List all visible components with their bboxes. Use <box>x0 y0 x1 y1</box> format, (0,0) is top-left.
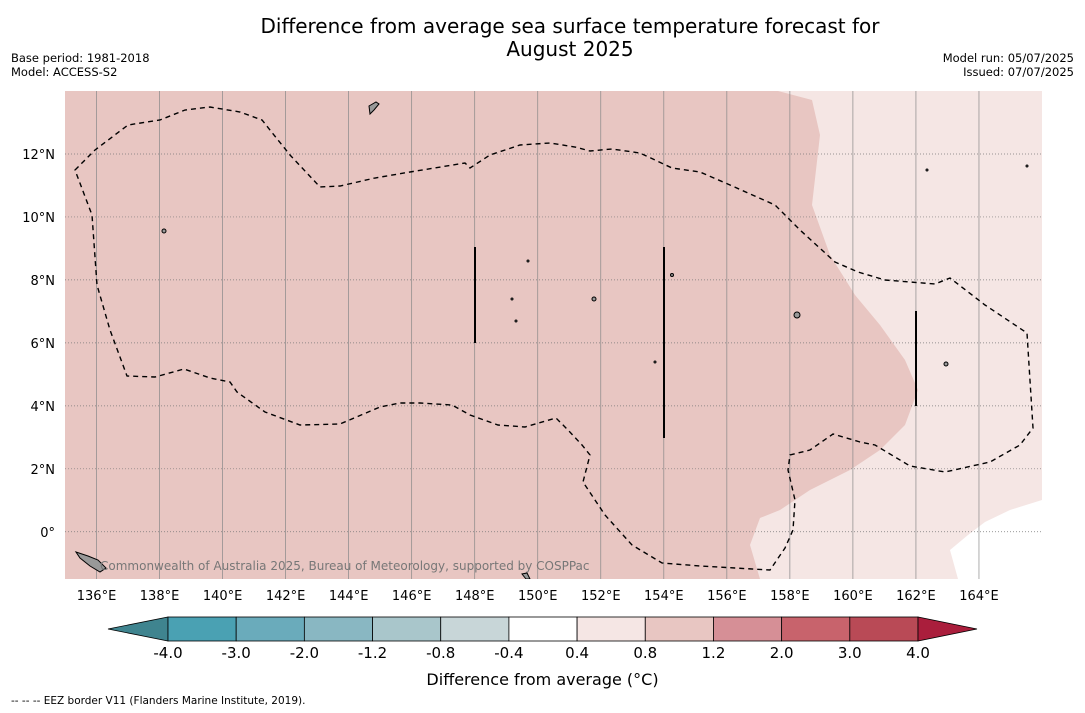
lat-tick-label: 2°N <box>31 463 56 478</box>
colorbar-segment <box>644 616 714 642</box>
run-info: Model run: 05/07/2025 Issued: 07/07/2025 <box>943 51 1074 79</box>
island-h <box>1025 164 1029 168</box>
lon-tick-label: 156°E <box>707 589 747 604</box>
anomaly-region-0.4-0.8 <box>750 91 1042 579</box>
lon-tick-label: 158°E <box>770 589 810 604</box>
colorbar-segment <box>508 616 578 642</box>
island-a <box>161 228 167 234</box>
island-b <box>670 273 674 277</box>
title-line-1: Difference from average sea surface temp… <box>260 14 880 38</box>
island-pohnpei <box>793 311 801 319</box>
lon-tick-label: 150°E <box>518 589 558 604</box>
colorbar-tick-label: 3.0 <box>838 644 862 662</box>
island-palau <box>368 101 380 116</box>
colorbar-tick-label: -0.8 <box>426 644 455 662</box>
island-f <box>514 319 518 323</box>
lon-tick-label: 146°E <box>392 589 432 604</box>
colorbar-tick-label: -3.0 <box>222 644 251 662</box>
lon-tick-label: 160°E <box>833 589 873 604</box>
base-period: Base period: 1981-2018 <box>11 51 150 65</box>
colorbar-segment <box>576 616 646 642</box>
colorbar-segment <box>849 616 919 642</box>
colorbar-tick-label: 0.8 <box>633 644 657 662</box>
colorbar-tick-label: -0.4 <box>494 644 523 662</box>
lon-tick-label: 148°E <box>455 589 495 604</box>
colorbar-tick-label: 4.0 <box>906 644 930 662</box>
colorbar-extend-high <box>917 616 978 642</box>
colorbar-segment <box>235 616 305 642</box>
lon-tick-label: 136°E <box>77 589 117 604</box>
lon-tick-label: 138°E <box>140 589 180 604</box>
island-kosrae <box>943 361 949 367</box>
title-line-2: August 2025 <box>506 37 634 61</box>
island-c <box>521 572 531 579</box>
island-i <box>925 168 929 172</box>
island-e <box>510 297 514 301</box>
model-run-date: Model run: 05/07/2025 <box>942 51 1074 65</box>
lat-tick-label: 10°N <box>22 211 55 226</box>
colorbar-segment <box>713 616 783 642</box>
islands <box>74 101 1029 579</box>
colorbar-extend-low <box>107 616 169 642</box>
colorbar-segment <box>303 616 373 642</box>
lon-tick-label: 142°E <box>266 589 306 604</box>
lat-tick-label: 12°N <box>22 148 55 163</box>
colorbar-segment <box>440 616 510 642</box>
colorbar-segment <box>781 616 851 642</box>
lon-tick-label: 164°E <box>959 589 999 604</box>
lon-tick-label: 144°E <box>329 589 369 604</box>
colorbar-tick-label: -2.0 <box>290 644 319 662</box>
colorbar-tick-label: 0.4 <box>565 644 589 662</box>
copyright-text: Commonwealth of Australia 2025, Bureau o… <box>100 559 590 573</box>
model-info: Base period: 1981-2018 Model: ACCESS-S2 <box>11 51 150 79</box>
lon-tick-label: 152°E <box>581 589 621 604</box>
issued-date: Issued: 07/07/2025 <box>963 65 1074 79</box>
colorbar-segment <box>372 616 442 642</box>
lon-tick-label: 162°E <box>896 589 936 604</box>
lat-tick-label: 6°N <box>31 337 56 352</box>
colorbar-tick-label: -1.2 <box>358 644 387 662</box>
colorbar-label: Difference from average (°C) <box>426 670 659 689</box>
island-chuuk <box>591 296 597 302</box>
eez-legend-note: -- -- -- EEZ border V11 (Flanders Marine… <box>11 695 306 707</box>
lon-tick-label: 154°E <box>644 589 684 604</box>
island-d <box>526 259 530 263</box>
latitude-labels: 12°N 10°N 8°N 6°N 4°N 2°N 0° <box>22 148 55 541</box>
colorbar-tick-label: 2.0 <box>770 644 794 662</box>
longitude-labels: 136°E 138°E 140°E 142°E 144°E 146°E 148°E 150°E… <box>77 589 999 604</box>
colorbar-tick-label: -4.0 <box>153 644 182 662</box>
island-g <box>653 360 657 364</box>
graticule <box>65 91 1042 579</box>
boundary-lines <box>474 247 917 438</box>
colorbar-segment <box>167 616 237 642</box>
lon-tick-label: 140°E <box>203 589 243 604</box>
map-title: Difference from average sea surface temp… <box>190 15 950 61</box>
island-new-guinea-coast <box>74 551 107 573</box>
eez-borders <box>74 106 1034 571</box>
colorbar-tick-label: 1.2 <box>702 644 726 662</box>
lat-tick-label: 4°N <box>31 400 56 415</box>
lat-tick-label: 0° <box>40 526 55 541</box>
eez-border-palau-fsm <box>74 106 1034 571</box>
colorbar: -4.0 -3.0 -2.0 -1.2 -0.8 -0.4 0.4 0.8 1.2 2.0 3.0 4… <box>107 616 978 662</box>
anomaly-region-neutral <box>950 500 1042 579</box>
model-name: Model: ACCESS-S2 <box>11 65 118 79</box>
map-plot-area <box>65 91 1042 579</box>
lat-tick-label: 8°N <box>31 274 56 289</box>
